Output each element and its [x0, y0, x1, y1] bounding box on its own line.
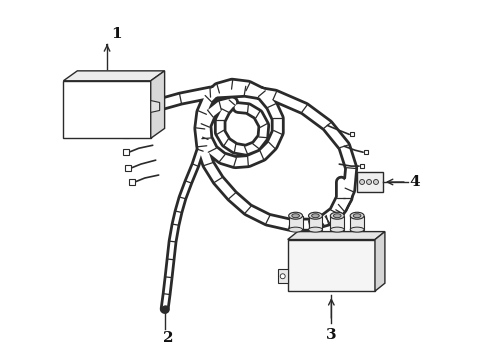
Ellipse shape: [334, 214, 341, 218]
Polygon shape: [288, 239, 375, 291]
Circle shape: [280, 274, 285, 279]
Ellipse shape: [312, 214, 319, 218]
FancyBboxPatch shape: [330, 216, 344, 230]
Text: 3: 3: [326, 328, 337, 342]
Ellipse shape: [309, 227, 322, 232]
Ellipse shape: [309, 212, 322, 219]
Circle shape: [373, 180, 378, 184]
Ellipse shape: [330, 227, 344, 232]
Ellipse shape: [350, 227, 364, 232]
Polygon shape: [375, 231, 385, 291]
FancyBboxPatch shape: [289, 216, 302, 230]
Ellipse shape: [289, 227, 302, 232]
Ellipse shape: [292, 214, 299, 218]
Text: 2: 2: [163, 331, 174, 345]
Polygon shape: [288, 231, 385, 239]
Polygon shape: [63, 81, 151, 138]
Polygon shape: [63, 71, 165, 81]
Ellipse shape: [289, 212, 302, 219]
FancyBboxPatch shape: [309, 216, 322, 230]
Ellipse shape: [353, 214, 361, 218]
Circle shape: [367, 180, 371, 184]
Ellipse shape: [350, 212, 364, 219]
Polygon shape: [278, 269, 288, 283]
FancyBboxPatch shape: [357, 172, 383, 192]
Text: 4: 4: [410, 175, 420, 189]
Circle shape: [360, 180, 365, 184]
FancyBboxPatch shape: [350, 216, 364, 230]
Polygon shape: [151, 71, 165, 138]
Polygon shape: [151, 100, 160, 112]
Ellipse shape: [330, 212, 344, 219]
Text: 1: 1: [111, 27, 122, 41]
